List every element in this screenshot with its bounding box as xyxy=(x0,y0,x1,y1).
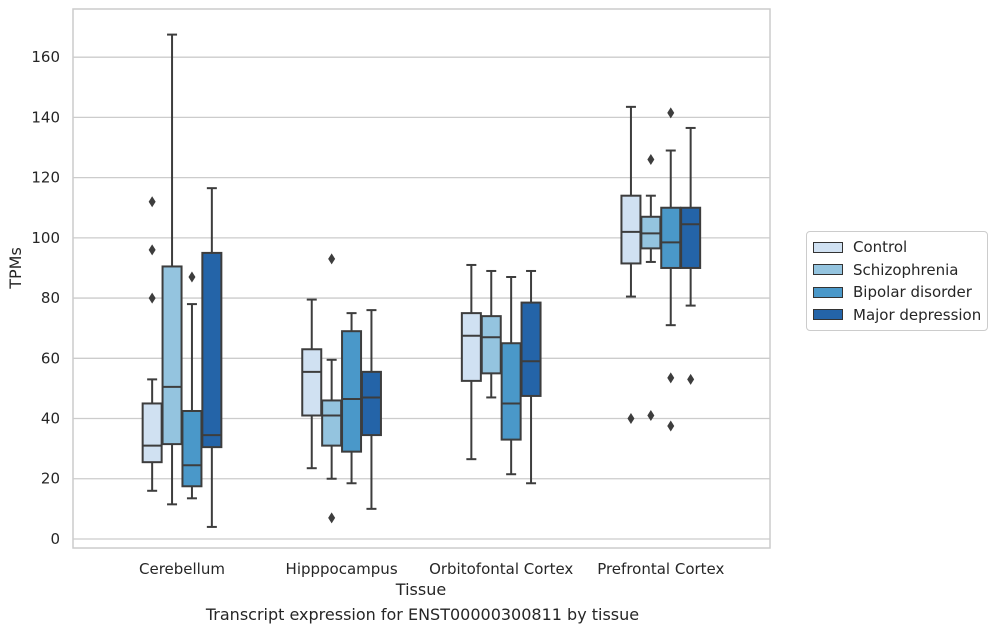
y-tick-label: 40 xyxy=(41,410,60,428)
legend-label: Schizophrenia xyxy=(853,260,959,279)
box-2-1 xyxy=(341,312,363,485)
y-tick-label: 60 xyxy=(41,349,60,367)
x-axis-label: Tissue xyxy=(395,580,446,599)
box-3-2 xyxy=(520,269,542,485)
outlier-point xyxy=(687,373,695,385)
legend-item: Bipolar disorder xyxy=(813,281,981,304)
x-axis-ticks: Cerebellum Hipppocampus Orbitofontal Corte… xyxy=(139,560,725,578)
box-0-1 xyxy=(301,298,323,470)
box-3-1 xyxy=(360,309,382,510)
outlier-point xyxy=(188,271,196,283)
box-2-0 xyxy=(181,271,203,500)
y-tick-label: 0 xyxy=(50,530,60,548)
legend-swatch xyxy=(813,241,843,253)
box-0-2 xyxy=(460,263,482,461)
legend-label: Major depression xyxy=(853,305,982,324)
legend-label: Control xyxy=(853,238,908,257)
legend-item: Control xyxy=(813,236,981,259)
outlier-point xyxy=(647,410,655,422)
box-1-0 xyxy=(161,33,183,506)
legend-item: Major depression xyxy=(813,304,981,327)
box-0-0 xyxy=(141,196,163,492)
outlier-point xyxy=(148,196,156,208)
legend-swatch xyxy=(813,264,843,276)
box-0-3 xyxy=(620,105,642,425)
box-iqr xyxy=(341,330,363,453)
box-iqr xyxy=(660,206,682,269)
outlier-point xyxy=(328,253,336,265)
box-iqr xyxy=(680,206,702,269)
box-iqr xyxy=(301,348,323,417)
x-tick-label: Hipppocampus xyxy=(286,560,398,578)
legend-label: Bipolar disorder xyxy=(853,283,972,302)
x-tick-label: Prefrontal Cortex xyxy=(597,560,724,578)
box-1-3 xyxy=(640,154,662,422)
outlier-point xyxy=(667,420,675,432)
y-tick-label: 160 xyxy=(31,48,60,66)
box-iqr xyxy=(460,312,482,382)
y-tick-label: 140 xyxy=(31,108,60,126)
box-2-2 xyxy=(500,275,522,476)
box-iqr xyxy=(321,399,343,447)
legend: Control Schizophrenia Bipolar disorder Majo… xyxy=(806,231,989,331)
y-tick-label: 80 xyxy=(41,289,60,307)
box-iqr xyxy=(161,265,183,446)
chart-caption: Transcript expression for ENST0000030081… xyxy=(205,605,640,624)
outlier-point xyxy=(148,244,156,256)
box-3-3 xyxy=(680,126,702,385)
y-axis-label: TPMs xyxy=(6,247,25,290)
y-tick-label: 100 xyxy=(31,229,60,247)
legend-swatch xyxy=(813,309,843,321)
outlier-point xyxy=(667,107,675,119)
y-tick-label: 20 xyxy=(41,470,60,488)
outlier-point xyxy=(627,413,635,425)
box-1-1 xyxy=(321,253,343,524)
plot-frame xyxy=(72,8,771,549)
x-tick-label: Orbitofontal Cortex xyxy=(429,560,573,578)
box-iqr xyxy=(500,342,522,441)
box-iqr xyxy=(141,402,163,464)
box-2-3 xyxy=(660,107,682,432)
legend-swatch xyxy=(813,286,843,298)
box-iqr xyxy=(201,251,223,449)
outlier-point xyxy=(647,154,655,166)
box-iqr xyxy=(520,301,542,397)
outlier-point xyxy=(328,512,336,524)
y-axis-ticks: 0 20 40 60 80 100 120 140 160 xyxy=(31,48,60,548)
outlier-point xyxy=(667,372,675,384)
box-iqr xyxy=(620,194,642,265)
plot-marks xyxy=(141,33,702,528)
box-1-2 xyxy=(480,269,502,399)
y-tick-label: 120 xyxy=(31,169,60,187)
box-iqr xyxy=(360,370,382,437)
outlier-point xyxy=(148,292,156,304)
legend-item: Schizophrenia xyxy=(813,259,981,282)
box-iqr xyxy=(181,409,203,488)
box-iqr xyxy=(480,315,502,375)
x-tick-label: Cerebellum xyxy=(139,560,225,578)
box-3-0 xyxy=(201,187,223,528)
